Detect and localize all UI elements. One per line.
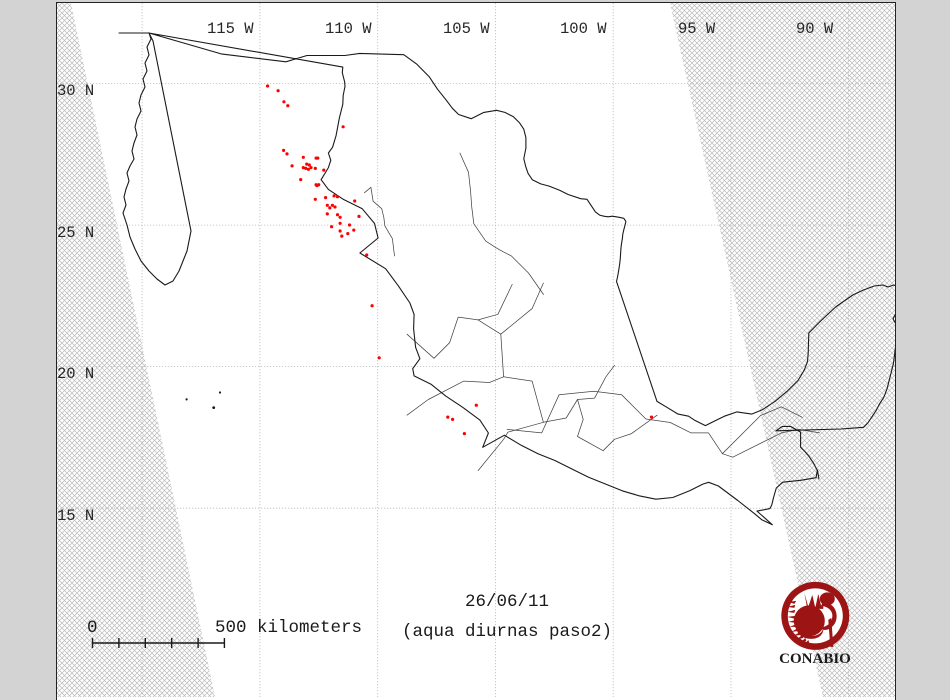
svg-text:115 W: 115 W bbox=[207, 20, 254, 38]
svg-text:(aqua diurnas paso2): (aqua diurnas paso2) bbox=[402, 622, 612, 642]
svg-text:15 N: 15 N bbox=[57, 507, 94, 525]
svg-text:90 W: 90 W bbox=[796, 20, 834, 38]
svg-text:CONABIO: CONABIO bbox=[779, 651, 851, 667]
svg-text:105 W: 105 W bbox=[443, 20, 490, 38]
svg-text:0: 0 bbox=[87, 618, 98, 638]
svg-text:20 N: 20 N bbox=[57, 365, 94, 383]
svg-text:26/06/11: 26/06/11 bbox=[465, 592, 549, 612]
svg-text:95 W: 95 W bbox=[678, 20, 716, 38]
svg-text:100 W: 100 W bbox=[560, 20, 607, 38]
svg-text:25 N: 25 N bbox=[57, 224, 94, 242]
svg-text:500 kilometers: 500 kilometers bbox=[215, 618, 362, 638]
svg-text:30 N: 30 N bbox=[57, 82, 94, 100]
svg-text:110 W: 110 W bbox=[325, 20, 372, 38]
